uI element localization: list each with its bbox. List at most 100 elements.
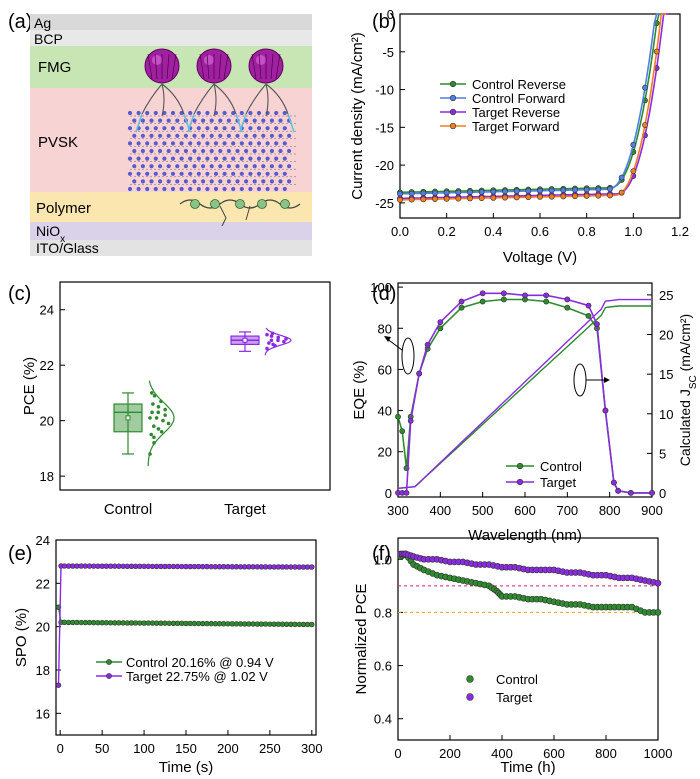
layer-label-pvsk: PVSK bbox=[38, 134, 78, 151]
d-eqe-marker bbox=[585, 313, 592, 319]
lattice-atom bbox=[132, 179, 137, 184]
lattice-atom bbox=[261, 164, 266, 169]
lattice-atom bbox=[261, 133, 266, 138]
c-data-point bbox=[148, 416, 152, 420]
d-y-tick-label: 40 bbox=[378, 404, 392, 419]
lattice-atom bbox=[248, 126, 253, 131]
e-x-tick-label: 200 bbox=[217, 741, 239, 756]
c-data-point bbox=[149, 432, 154, 437]
b-x-tick-label: 0.0 bbox=[391, 224, 409, 239]
d-y-tick-label: 60 bbox=[378, 362, 392, 377]
lattice-atom bbox=[265, 171, 270, 176]
e-x-tick-label: 100 bbox=[133, 741, 155, 756]
lattice-atom bbox=[252, 118, 257, 123]
d-x-tick-label: 600 bbox=[514, 503, 536, 518]
f-data-point bbox=[654, 609, 662, 616]
b-xlabel: Voltage (V) bbox=[503, 249, 577, 266]
b-x-tick-label: 0.4 bbox=[484, 224, 502, 239]
lattice-atom bbox=[188, 186, 193, 192]
lattice-atom bbox=[278, 164, 283, 169]
lattice-atom bbox=[175, 133, 180, 138]
d-y-right-tick-label: 15 bbox=[659, 367, 673, 382]
d-jsc-line bbox=[397, 298, 652, 489]
lattice-atom bbox=[158, 133, 163, 138]
lattice-atom bbox=[265, 126, 270, 131]
c-distribution-curve bbox=[147, 380, 175, 467]
b-x-tick-label: 1.2 bbox=[671, 224, 689, 239]
lattice-atom bbox=[170, 126, 176, 131]
e-series-marker bbox=[55, 682, 62, 688]
lattice-atom bbox=[196, 171, 201, 176]
lattice-atom bbox=[136, 110, 141, 116]
d-eqe-marker bbox=[602, 407, 609, 414]
d-annotation-ellipse bbox=[573, 363, 587, 397]
b-legend-marker bbox=[449, 94, 457, 102]
lattice-atom bbox=[188, 110, 193, 116]
d-eqe-marker bbox=[611, 479, 617, 486]
b-series-marker bbox=[408, 196, 415, 203]
d-eqe-marker bbox=[627, 489, 634, 496]
lattice-atom bbox=[145, 126, 150, 131]
lattice-atom bbox=[183, 164, 188, 169]
lattice-atom bbox=[231, 126, 236, 131]
d-ylabel-right: Calculated JSC (mA/cm²) bbox=[677, 314, 699, 466]
e-legend-label: Target 22.75% @ 1.02 V bbox=[126, 669, 268, 684]
lattice-atom bbox=[127, 110, 133, 116]
lattice-atom bbox=[278, 133, 283, 138]
lattice-atom bbox=[274, 156, 279, 161]
c-data-point bbox=[270, 331, 275, 336]
lattice-atom bbox=[205, 141, 210, 146]
lattice-atom bbox=[153, 126, 158, 131]
fullerene-facet bbox=[270, 53, 274, 80]
b-series-marker bbox=[455, 195, 462, 202]
b-y-tick-label: -15 bbox=[375, 120, 394, 135]
lattice-atom bbox=[162, 126, 167, 131]
lattice-atom bbox=[213, 156, 219, 161]
d-x-tick-label: 500 bbox=[472, 503, 494, 518]
lattice-atom bbox=[248, 171, 253, 176]
lattice-atom bbox=[140, 118, 145, 123]
lattice-atom bbox=[274, 141, 279, 146]
fullerene-facet bbox=[171, 53, 177, 80]
c-data-point bbox=[159, 399, 163, 404]
lattice-atom bbox=[162, 141, 167, 146]
c-category-label: Control bbox=[104, 501, 152, 518]
lattice-atom bbox=[188, 141, 193, 146]
lattice-atom bbox=[188, 171, 193, 176]
lattice-atom bbox=[278, 179, 283, 184]
lattice-atom bbox=[231, 171, 236, 176]
lattice-atom bbox=[269, 133, 274, 138]
polymer-unit bbox=[257, 199, 267, 209]
lattice-atom bbox=[248, 141, 253, 146]
b-ylabel: Current density (mA/cm²) bbox=[349, 32, 366, 200]
lattice-atom bbox=[183, 133, 188, 138]
c-data-point bbox=[152, 393, 157, 398]
lattice-atom bbox=[145, 156, 150, 161]
lattice-atom bbox=[282, 110, 287, 116]
f-y-tick-label: 0.8 bbox=[374, 605, 392, 620]
lattice-atom bbox=[244, 118, 249, 123]
e-x-tick-label: 300 bbox=[301, 741, 323, 756]
lattice-atom bbox=[282, 171, 287, 176]
lattice-atom bbox=[226, 148, 231, 154]
perovskite-lattice bbox=[127, 48, 298, 192]
lattice-atom bbox=[132, 118, 137, 123]
lattice-atom bbox=[209, 148, 214, 154]
lattice-atom bbox=[287, 148, 292, 154]
lattice-atom bbox=[201, 179, 206, 184]
lattice-atom bbox=[140, 133, 145, 138]
b-y-tick-label: -25 bbox=[375, 196, 394, 211]
lattice-atom bbox=[282, 141, 287, 146]
b-x-tick-label: 0.6 bbox=[531, 224, 549, 239]
b-legend-label: Control Reverse bbox=[472, 77, 566, 92]
lattice-atom bbox=[231, 156, 236, 161]
b-series-marker bbox=[607, 186, 613, 192]
e-y-tick-label: 22 bbox=[36, 576, 50, 591]
ligand-chain bbox=[239, 48, 295, 133]
lattice-atom bbox=[132, 133, 137, 138]
lattice-atom bbox=[231, 141, 236, 146]
d-y-right-tick-label: 10 bbox=[659, 407, 673, 422]
c-data-point bbox=[154, 416, 159, 420]
d-eqe-marker bbox=[458, 298, 465, 305]
lattice-atom bbox=[166, 133, 171, 138]
